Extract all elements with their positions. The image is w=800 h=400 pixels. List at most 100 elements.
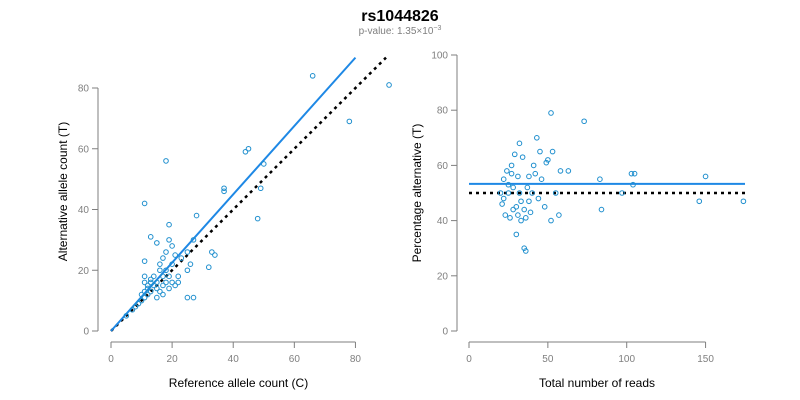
right-scatter-panel: 0 50 100 150 0 20 40 60 80 100 Total number of rea…: [410, 51, 747, 390]
data-point: [504, 168, 510, 174]
data-point: [628, 170, 635, 177]
data-point: [245, 145, 252, 152]
data-point: [518, 217, 524, 224]
data-point: [160, 255, 166, 261]
y-axis-label: Alternative allele count (T): [56, 122, 70, 261]
data-point: [513, 204, 520, 210]
data-point: [169, 243, 175, 249]
y-tick-label: 40: [78, 205, 90, 216]
data-point: [144, 282, 151, 289]
data-point: [147, 288, 154, 295]
y-tick-label: 40: [437, 216, 449, 227]
data-point: [144, 285, 151, 292]
data-point: [631, 170, 638, 177]
data-point: [141, 288, 148, 295]
data-point: [138, 291, 145, 298]
data-point: [184, 267, 191, 274]
data-point: [135, 300, 142, 307]
data-point: [154, 240, 160, 246]
x-tick-label: 150: [697, 354, 714, 365]
p-value-label: p-value: 1.35×10−3: [359, 25, 442, 37]
data-point: [521, 206, 528, 213]
data-point: [129, 306, 136, 313]
y-tick-label: 80: [437, 106, 449, 117]
data-point: [147, 234, 154, 240]
data-point: [160, 282, 166, 289]
data-point: [565, 168, 572, 174]
y-tick-label: 20: [78, 266, 90, 277]
data-point: [597, 176, 603, 182]
data-point: [184, 294, 191, 301]
x-axis-label: Reference allele count (C): [169, 376, 308, 390]
data-point: [184, 249, 191, 255]
data-point: [548, 110, 554, 116]
data-point: [209, 249, 215, 255]
data-point: [507, 215, 513, 221]
data-point: [160, 291, 166, 298]
data-point: [552, 190, 559, 196]
p-value-mantissa: p-value: 1.35×10: [359, 26, 434, 37]
data-point: [508, 162, 515, 169]
data-point: [166, 221, 172, 228]
x-tick-label: 60: [289, 354, 301, 365]
y-tick-label: 20: [437, 271, 449, 282]
data-point: [346, 118, 353, 125]
data-point: [154, 294, 160, 301]
data-point: [157, 288, 163, 295]
data-point: [175, 273, 182, 280]
data-point: [511, 151, 518, 158]
data-point: [556, 212, 562, 218]
data-point: [543, 159, 550, 166]
data-point: [541, 204, 548, 210]
data-point: [175, 279, 182, 286]
data-point: [545, 157, 551, 163]
data-point: [502, 212, 509, 218]
data-point: [190, 294, 197, 301]
data-point: [505, 190, 512, 196]
data-point: [166, 285, 172, 292]
data-point: [630, 181, 636, 188]
data-point: [309, 73, 316, 79]
data-point: [534, 135, 540, 141]
data-point: [515, 173, 521, 180]
data-point: [508, 170, 515, 177]
data-point: [193, 212, 200, 219]
x-tick-label: 0: [108, 354, 114, 365]
p-value-exponent: −3: [433, 25, 441, 32]
data-point: [254, 215, 261, 222]
data-point: [157, 261, 163, 267]
y-tick-label: 80: [78, 84, 90, 95]
data-point: [537, 148, 543, 155]
data-point: [740, 198, 747, 205]
data-point: [386, 82, 392, 88]
data-point: [529, 190, 535, 196]
data-point: [242, 148, 249, 155]
data-point: [521, 245, 528, 251]
data-point: [150, 273, 157, 280]
y-tick-label: 0: [442, 327, 448, 338]
data-point: [522, 248, 529, 254]
chart-title: rs1044826: [361, 8, 439, 25]
data-point: [163, 267, 169, 274]
data-point: [154, 279, 160, 286]
data-point: [163, 158, 169, 164]
data-point: [538, 176, 545, 182]
data-point: [522, 215, 529, 221]
fit-line: [110, 56, 357, 332]
data-point: [154, 285, 160, 292]
data-point: [619, 190, 625, 196]
data-point: [510, 206, 516, 213]
x-tick-label: 100: [618, 354, 635, 365]
left-scatter-panel: 0 20 40 60 80 0 20 40 60 80 Reference allele count…: [56, 56, 392, 390]
data-point: [141, 258, 148, 264]
data-point: [524, 184, 531, 191]
data-point: [169, 279, 175, 286]
x-tick-label: 40: [228, 354, 240, 365]
x-tick-label: 0: [466, 354, 472, 365]
data-point: [147, 279, 154, 286]
data-point: [132, 303, 139, 310]
data-point: [221, 188, 227, 195]
data-point: [157, 267, 163, 274]
data-point: [513, 231, 520, 238]
